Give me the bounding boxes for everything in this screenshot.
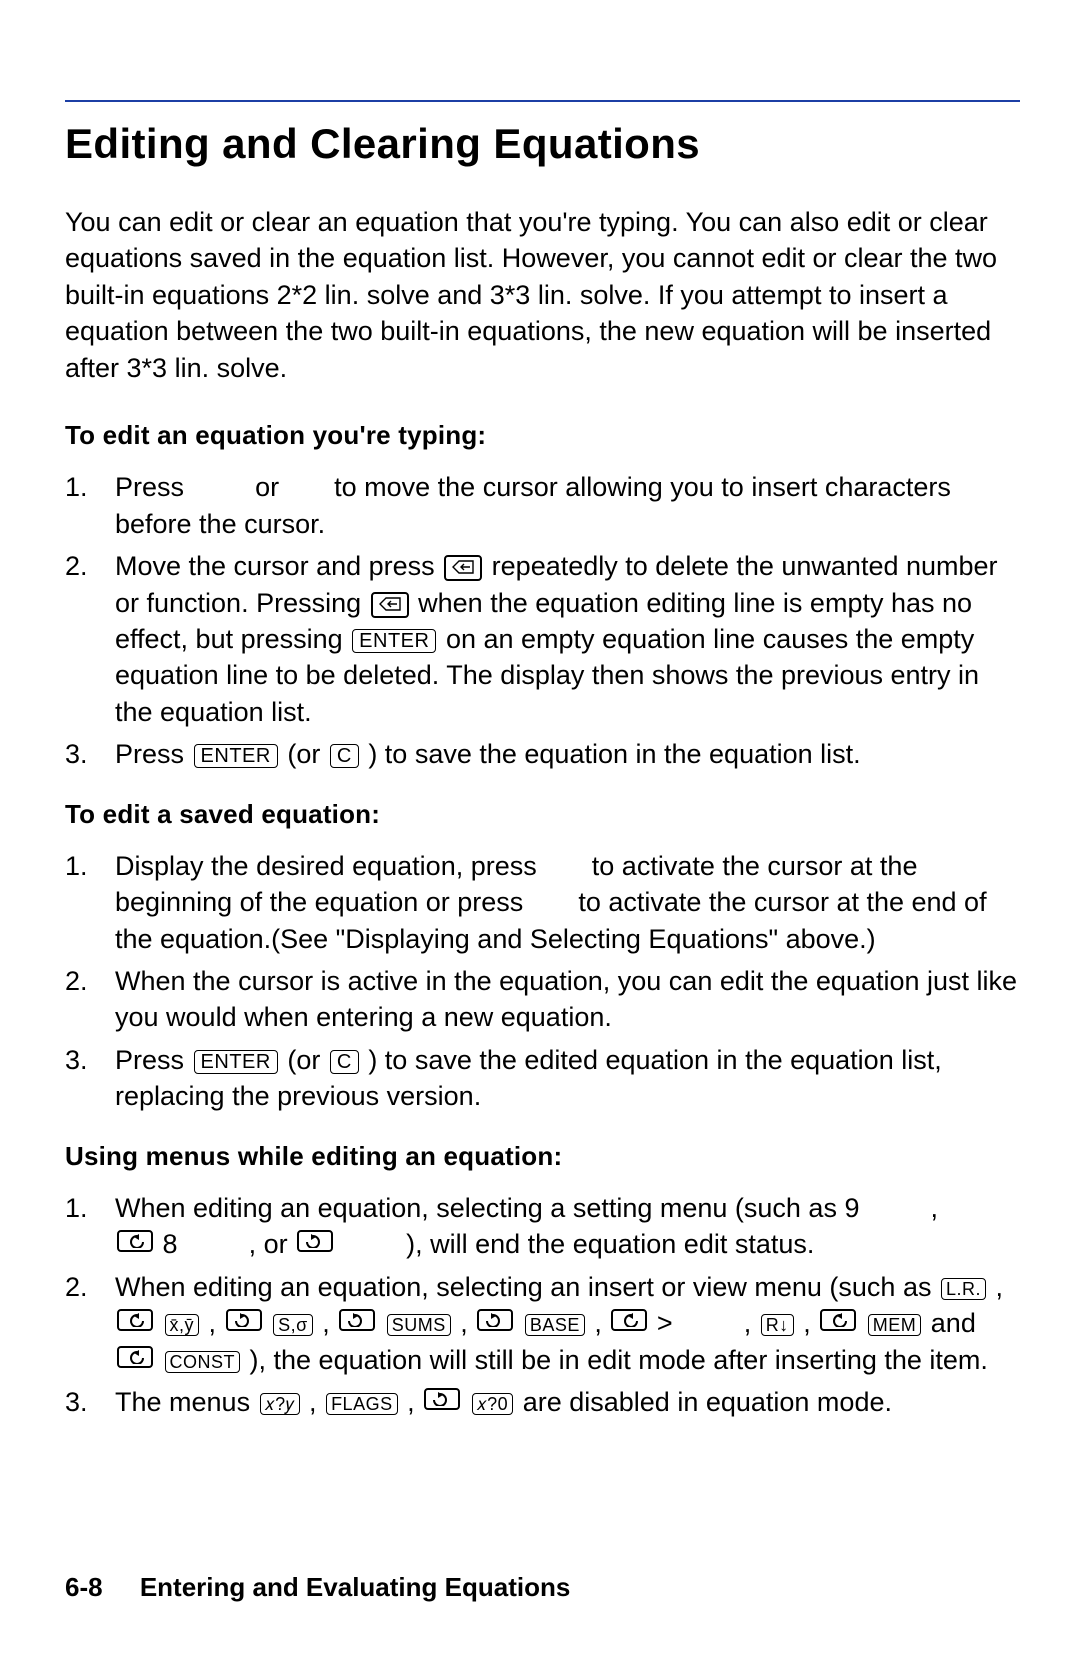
text: and: [931, 1308, 976, 1338]
subhead-edit-saved: To edit a saved equation:: [65, 799, 1020, 830]
lr-key-icon: L.R.: [941, 1278, 986, 1300]
subhead-menus: Using menus while editing an equation:: [65, 1141, 1020, 1172]
ssigma-key-icon: S,σ: [273, 1314, 313, 1336]
manual-page: Editing and Clearing Equations You can e…: [0, 0, 1080, 1673]
section-rule: [65, 100, 1020, 102]
text: are disabled in equation mode.: [523, 1387, 892, 1417]
text: Press: [115, 472, 184, 502]
left-shift-key-icon: [611, 1309, 647, 1331]
base-key-icon: BASE: [525, 1314, 585, 1336]
sums-key-icon: SUMS: [387, 1314, 451, 1336]
backspace-key-icon: [371, 592, 409, 618]
c-key-icon: C: [330, 1050, 359, 1074]
page-number: 6-8: [65, 1572, 103, 1602]
mem-key-icon: MEM: [868, 1314, 922, 1336]
right-shift-key-icon: [424, 1388, 460, 1410]
text: ,: [407, 1387, 422, 1417]
list-item: Press ENTER (or C ) to save the equation…: [65, 736, 1020, 772]
text: Display the desired equation, press: [115, 851, 537, 881]
left-shift-key-icon: [117, 1346, 153, 1368]
text: When editing an equation, selecting a se…: [115, 1193, 859, 1223]
right-shift-key-icon: [297, 1230, 333, 1252]
text: When the cursor is active in the equatio…: [115, 966, 1017, 1032]
list-item: When editing an equation, selecting a se…: [65, 1190, 1020, 1263]
text: ,: [209, 1308, 224, 1338]
enter-key-icon: ENTER: [194, 744, 278, 768]
flags-key-icon: FLAGS: [326, 1393, 398, 1415]
left-shift-key-icon: [820, 1309, 856, 1331]
enter-key-icon: ENTER: [194, 1050, 278, 1074]
right-shift-key-icon: [339, 1309, 375, 1331]
text: ,: [594, 1308, 609, 1338]
text: ) to save the equation in the equation l…: [368, 739, 860, 769]
list-item: Press or to move the cursor allowing you…: [65, 469, 1020, 542]
steps-edit-saved: Display the desired equation, press to a…: [65, 848, 1020, 1115]
text: Press: [115, 739, 192, 769]
right-shift-key-icon: [226, 1309, 262, 1331]
c-key-icon: C: [330, 744, 359, 768]
text: or: [255, 472, 279, 502]
right-shift-key-icon: [477, 1309, 513, 1331]
list-item: Display the desired equation, press to a…: [65, 848, 1020, 957]
text: When editing an equation, selecting an i…: [115, 1272, 939, 1302]
intro-paragraph: You can edit or clear an equation that y…: [65, 204, 1020, 386]
list-item: When editing an equation, selecting an i…: [65, 1269, 1020, 1378]
text: Move the cursor and press: [115, 551, 442, 581]
rdown-key-icon: R↓: [761, 1314, 794, 1336]
enter-key-icon: ENTER: [352, 629, 436, 653]
text: ,: [460, 1308, 475, 1338]
text: (or: [287, 1045, 328, 1075]
steps-menus: When editing an equation, selecting a se…: [65, 1190, 1020, 1421]
chapter-title: Entering and Evaluating Equations: [140, 1572, 571, 1602]
subhead-edit-typing: To edit an equation you're typing:: [65, 420, 1020, 451]
text: , or: [249, 1229, 296, 1259]
text: ,: [931, 1193, 939, 1223]
page-footer: 6-8 Entering and Evaluating Equations: [65, 1572, 570, 1603]
text: ,: [309, 1387, 324, 1417]
text: ,: [996, 1272, 1004, 1302]
page-title: Editing and Clearing Equations: [65, 120, 1020, 168]
steps-edit-typing: Press or to move the cursor allowing you…: [65, 469, 1020, 773]
text: (or: [287, 739, 328, 769]
left-shift-key-icon: [117, 1230, 153, 1252]
text: ), the equation will still be in edit mo…: [250, 1345, 988, 1375]
text: ,: [744, 1308, 759, 1338]
text: The menus: [115, 1387, 258, 1417]
text: to move the cursor allowing you to inser…: [115, 472, 951, 538]
text: ,: [322, 1308, 337, 1338]
left-shift-key-icon: [117, 1309, 153, 1331]
xbar-key-icon: x̄,ȳ: [165, 1314, 200, 1336]
list-item: The menus 𝑥?𝑦 , FLAGS , 𝑥?0 are disabled…: [65, 1384, 1020, 1420]
text: Press: [115, 1045, 192, 1075]
text: ), will end the equation edit status.: [406, 1229, 814, 1259]
xq0-key-icon: 𝑥?0: [472, 1393, 514, 1415]
list-item: Press ENTER (or C ) to save the edited e…: [65, 1042, 1020, 1115]
list-item: When the cursor is active in the equatio…: [65, 963, 1020, 1036]
const-key-icon: CONST: [165, 1351, 241, 1373]
backspace-key-icon: [444, 555, 482, 581]
text: ,: [803, 1308, 818, 1338]
xqy-key-icon: 𝑥?𝑦: [260, 1393, 300, 1415]
text: >: [657, 1308, 673, 1338]
list-item: Move the cursor and press repeatedly to …: [65, 548, 1020, 730]
text: 8: [163, 1229, 178, 1259]
